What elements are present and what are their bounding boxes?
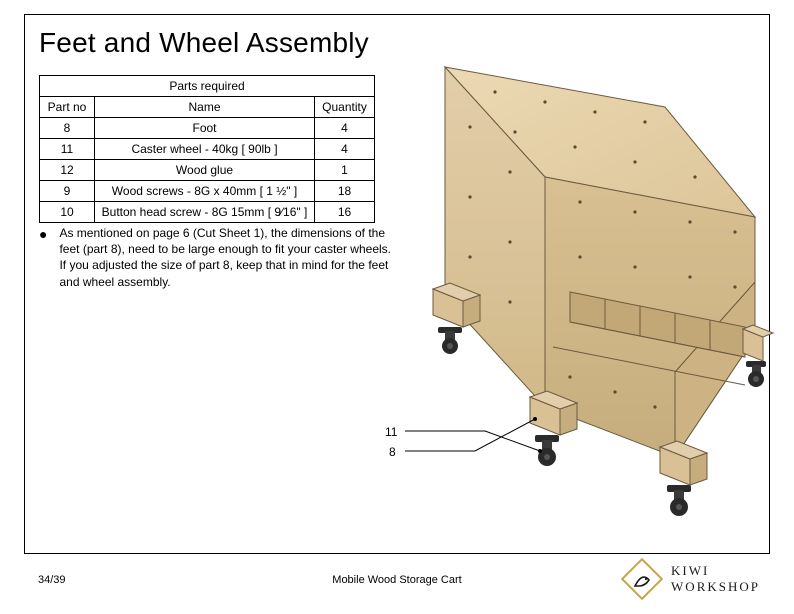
page-title: Feet and Wheel Assembly: [39, 27, 369, 59]
callout-8: 8: [389, 445, 396, 459]
foot-front-left: [530, 391, 577, 466]
page-frame: Feet and Wheel Assembly Parts required P…: [24, 14, 770, 554]
cart-illustration: [345, 37, 775, 537]
table-row: 12 Wood glue 1: [40, 160, 375, 181]
parts-table: Parts required Part no Name Quantity 8 F…: [39, 75, 375, 223]
foot-back-left: [433, 283, 480, 354]
foot-back-right: [743, 325, 773, 387]
bullet-icon: ●: [39, 225, 47, 290]
kiwi-logo-icon: [621, 558, 663, 600]
foot-front-right: [660, 441, 707, 516]
col-partno: Part no: [40, 97, 95, 118]
table-row: 11 Caster wheel - 40kg [ 90lb ] 4: [40, 139, 375, 160]
table-caption: Parts required: [40, 76, 375, 97]
table-row: 9 Wood screws - 8G x 40mm [ 1 ½" ] 18: [40, 181, 375, 202]
callout-11: 11: [385, 425, 397, 439]
col-name: Name: [95, 97, 315, 118]
page-number: 34/39: [38, 574, 66, 586]
table-row: 8 Foot 4: [40, 118, 375, 139]
brand-logo: KIWI WORKSHOP: [621, 558, 760, 600]
table-row: 10 Button head screw - 8G 15mm [ 9⁄16" ]…: [40, 202, 375, 223]
brand-text: KIWI WORKSHOP: [671, 563, 760, 594]
